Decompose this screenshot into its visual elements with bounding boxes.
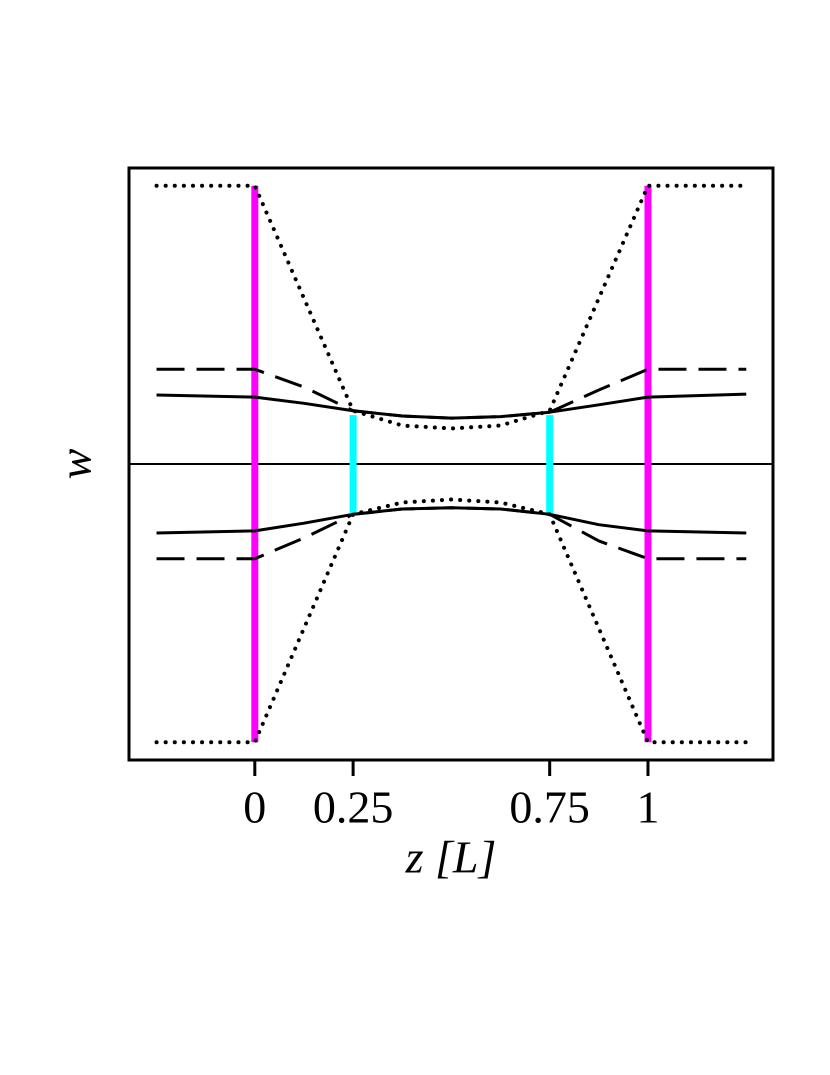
- x-tick-label: 0.25: [313, 782, 394, 833]
- y-axis-label: w: [50, 448, 101, 479]
- series-line: [156, 392, 747, 420]
- x-axis-label: z [L]: [405, 832, 497, 883]
- series-line: [154, 497, 749, 745]
- x-tick-label: 0.75: [509, 782, 590, 833]
- series-line: [156, 506, 747, 561]
- series-line: [156, 367, 747, 420]
- x-tick-label: 0: [243, 782, 266, 833]
- x-tick-label: 1: [636, 782, 659, 833]
- series-line: [154, 183, 749, 431]
- series-line: [156, 506, 747, 535]
